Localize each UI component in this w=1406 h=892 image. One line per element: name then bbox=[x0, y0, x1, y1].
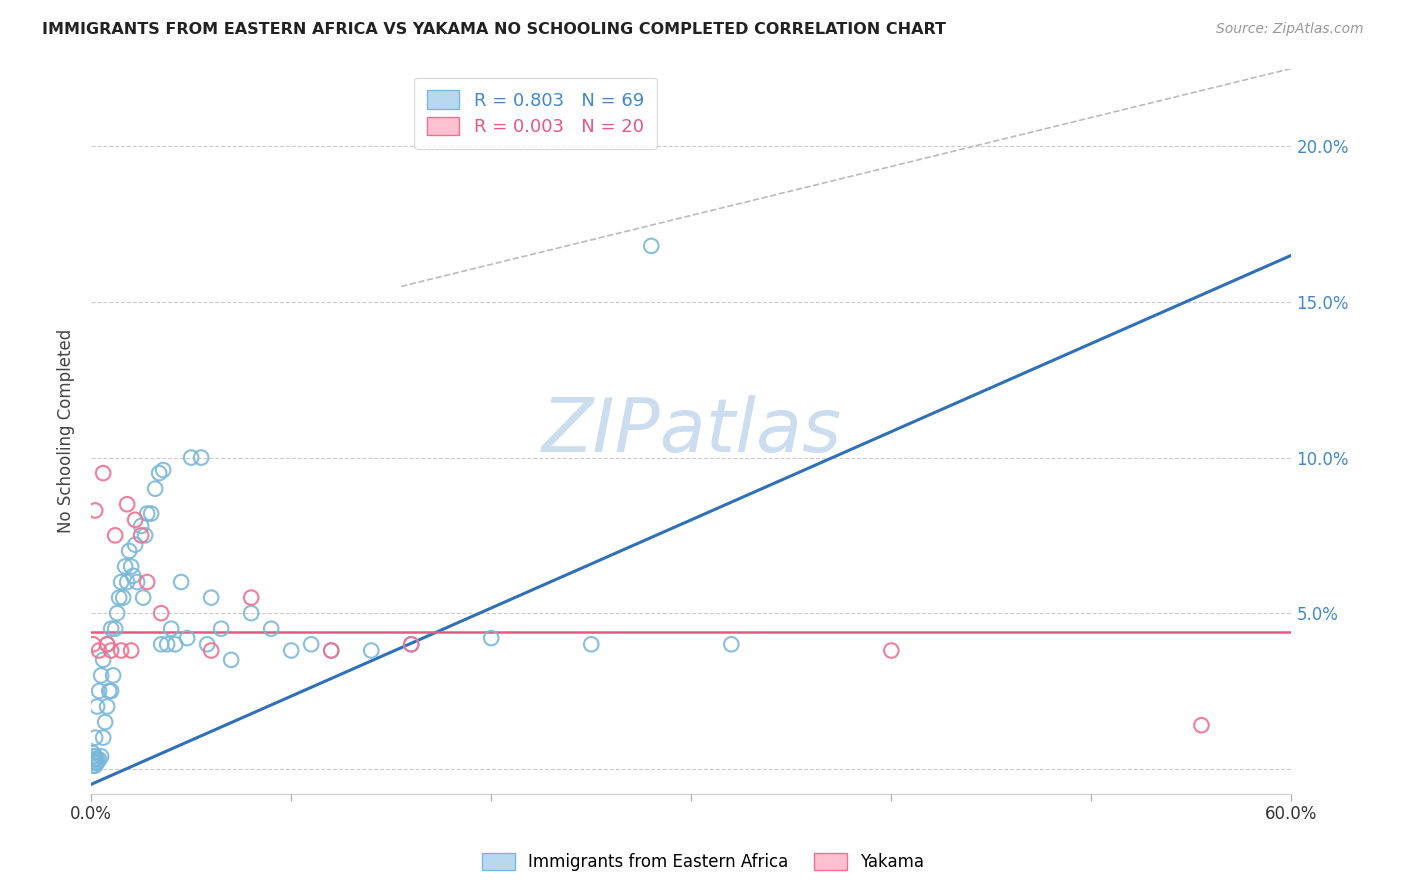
Point bbox=[110, 643, 132, 657]
Point bbox=[82, 758, 104, 772]
Point bbox=[148, 466, 170, 480]
Point bbox=[176, 631, 198, 645]
Point bbox=[156, 637, 179, 651]
Point bbox=[84, 758, 107, 772]
Point bbox=[321, 643, 343, 657]
Point bbox=[190, 450, 212, 465]
Point bbox=[114, 559, 136, 574]
Point bbox=[100, 622, 122, 636]
Point bbox=[170, 575, 193, 590]
Point bbox=[143, 482, 166, 496]
Text: IMMIGRANTS FROM EASTERN AFRICA VS YAKAMA NO SCHOOLING COMPLETED CORRELATION CHAR: IMMIGRANTS FROM EASTERN AFRICA VS YAKAMA… bbox=[42, 22, 946, 37]
Point bbox=[91, 731, 114, 745]
Point bbox=[720, 637, 742, 651]
Point bbox=[84, 731, 107, 745]
Text: Source: ZipAtlas.com: Source: ZipAtlas.com bbox=[1216, 22, 1364, 37]
Point bbox=[96, 637, 118, 651]
Point bbox=[124, 513, 146, 527]
Point bbox=[96, 637, 118, 651]
Point bbox=[84, 749, 107, 764]
Point bbox=[84, 756, 107, 770]
Point bbox=[104, 528, 127, 542]
Point bbox=[240, 591, 263, 605]
Legend: R = 0.803   N = 69, R = 0.003   N = 20: R = 0.803 N = 69, R = 0.003 N = 20 bbox=[413, 78, 657, 149]
Point bbox=[280, 643, 302, 657]
Point bbox=[152, 463, 174, 477]
Point bbox=[160, 622, 183, 636]
Point bbox=[120, 559, 142, 574]
Point bbox=[91, 466, 114, 480]
Point bbox=[110, 575, 132, 590]
Point bbox=[91, 653, 114, 667]
Point bbox=[132, 591, 155, 605]
Point bbox=[150, 606, 173, 620]
Point bbox=[94, 715, 117, 730]
Point bbox=[90, 749, 112, 764]
Point bbox=[299, 637, 322, 651]
Point bbox=[165, 637, 187, 651]
Point bbox=[134, 528, 156, 542]
Point bbox=[479, 631, 502, 645]
Point bbox=[82, 749, 104, 764]
Point bbox=[640, 239, 662, 253]
Point bbox=[260, 622, 283, 636]
Point bbox=[360, 643, 382, 657]
Point bbox=[100, 643, 122, 657]
Point bbox=[200, 591, 222, 605]
Point bbox=[84, 503, 107, 517]
Point bbox=[136, 575, 159, 590]
Point bbox=[108, 591, 131, 605]
Point bbox=[141, 507, 163, 521]
Point bbox=[195, 637, 218, 651]
Point bbox=[321, 643, 343, 657]
Point bbox=[82, 637, 104, 651]
Point bbox=[98, 684, 121, 698]
Point bbox=[112, 591, 135, 605]
Point bbox=[82, 746, 104, 760]
Point bbox=[880, 643, 903, 657]
Legend: Immigrants from Eastern Africa, Yakama: Immigrants from Eastern Africa, Yakama bbox=[474, 845, 932, 880]
Point bbox=[96, 699, 118, 714]
Point bbox=[129, 528, 152, 542]
Point bbox=[219, 653, 242, 667]
Point bbox=[136, 507, 159, 521]
Y-axis label: No Schooling Completed: No Schooling Completed bbox=[58, 329, 75, 533]
Text: ZIPatlas: ZIPatlas bbox=[541, 395, 841, 467]
Point bbox=[120, 643, 142, 657]
Point bbox=[89, 643, 111, 657]
Point bbox=[200, 643, 222, 657]
Point bbox=[122, 569, 145, 583]
Point bbox=[90, 668, 112, 682]
Point bbox=[399, 637, 422, 651]
Point bbox=[150, 637, 173, 651]
Point bbox=[581, 637, 603, 651]
Point bbox=[84, 752, 107, 766]
Point bbox=[180, 450, 202, 465]
Point bbox=[399, 637, 422, 651]
Point bbox=[105, 606, 128, 620]
Point bbox=[86, 699, 108, 714]
Point bbox=[86, 756, 108, 770]
Point bbox=[115, 497, 138, 511]
Point bbox=[1191, 718, 1213, 732]
Point bbox=[240, 606, 263, 620]
Point bbox=[100, 684, 122, 698]
Point bbox=[89, 752, 111, 766]
Point bbox=[209, 622, 232, 636]
Point bbox=[124, 538, 146, 552]
Point bbox=[89, 684, 111, 698]
Point bbox=[127, 575, 149, 590]
Point bbox=[104, 622, 127, 636]
Point bbox=[82, 756, 104, 770]
Point bbox=[82, 752, 104, 766]
Point bbox=[101, 668, 124, 682]
Point bbox=[129, 519, 152, 533]
Point bbox=[118, 544, 141, 558]
Point bbox=[115, 575, 138, 590]
Point bbox=[86, 752, 108, 766]
